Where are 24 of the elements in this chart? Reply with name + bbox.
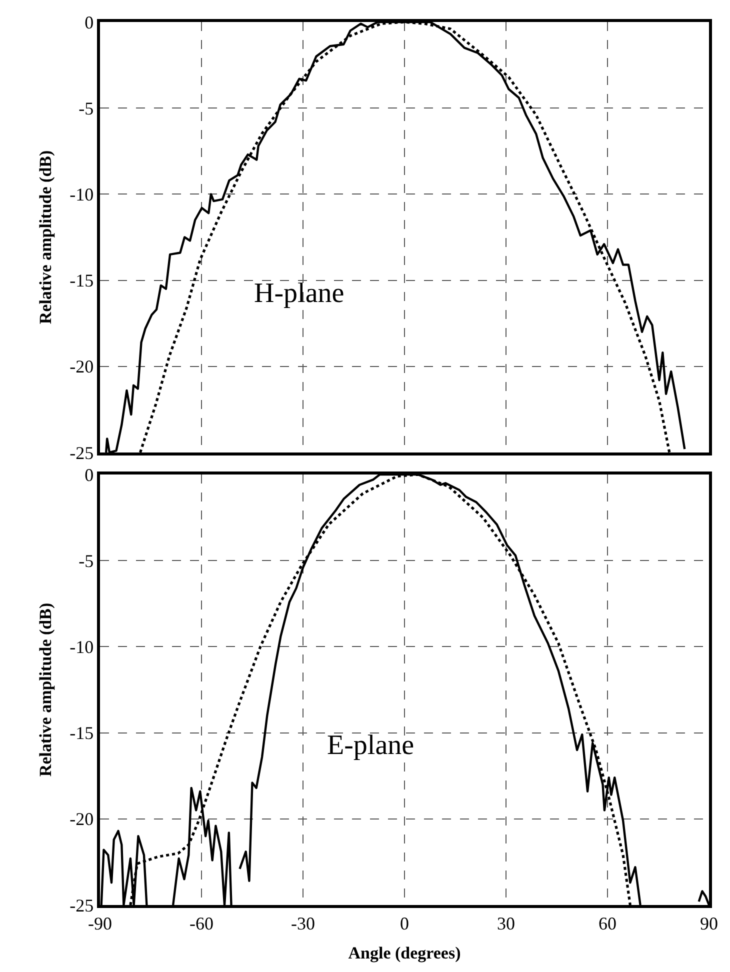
x-tick-label: -60: [190, 913, 214, 934]
y-tick-label: -20: [70, 356, 94, 377]
y-tick-label: -25: [70, 895, 94, 916]
y-tick-label: -10: [70, 184, 94, 204]
x-tick-label: 90: [700, 913, 718, 934]
y-tick-label: -10: [70, 637, 94, 658]
x-axis-title: Angle (degrees): [348, 944, 461, 963]
x-tick-label: -30: [291, 913, 315, 934]
y-tick-label: -5: [78, 550, 94, 571]
x-tick-label: 60: [598, 913, 616, 934]
annotation: E-plane: [327, 730, 414, 761]
y-tick-label: 0: [84, 464, 94, 485]
y-axis-title: Relative amplitude (dB): [36, 150, 56, 324]
y-tick-label: -25: [70, 442, 94, 463]
y-tick-label: -20: [70, 809, 94, 830]
x-tick-label: 0: [400, 913, 409, 934]
y-tick-label: -15: [70, 270, 94, 291]
x-tick-label: -90: [88, 913, 112, 934]
y-axis-title: Relative amplitude (dB): [36, 602, 56, 777]
y-tick-label: -15: [70, 723, 94, 744]
y-tick-label: -5: [78, 98, 94, 118]
x-tick-label: 30: [497, 913, 515, 934]
annotation: H-plane: [254, 278, 344, 309]
y-tick-label: 0: [84, 12, 94, 32]
